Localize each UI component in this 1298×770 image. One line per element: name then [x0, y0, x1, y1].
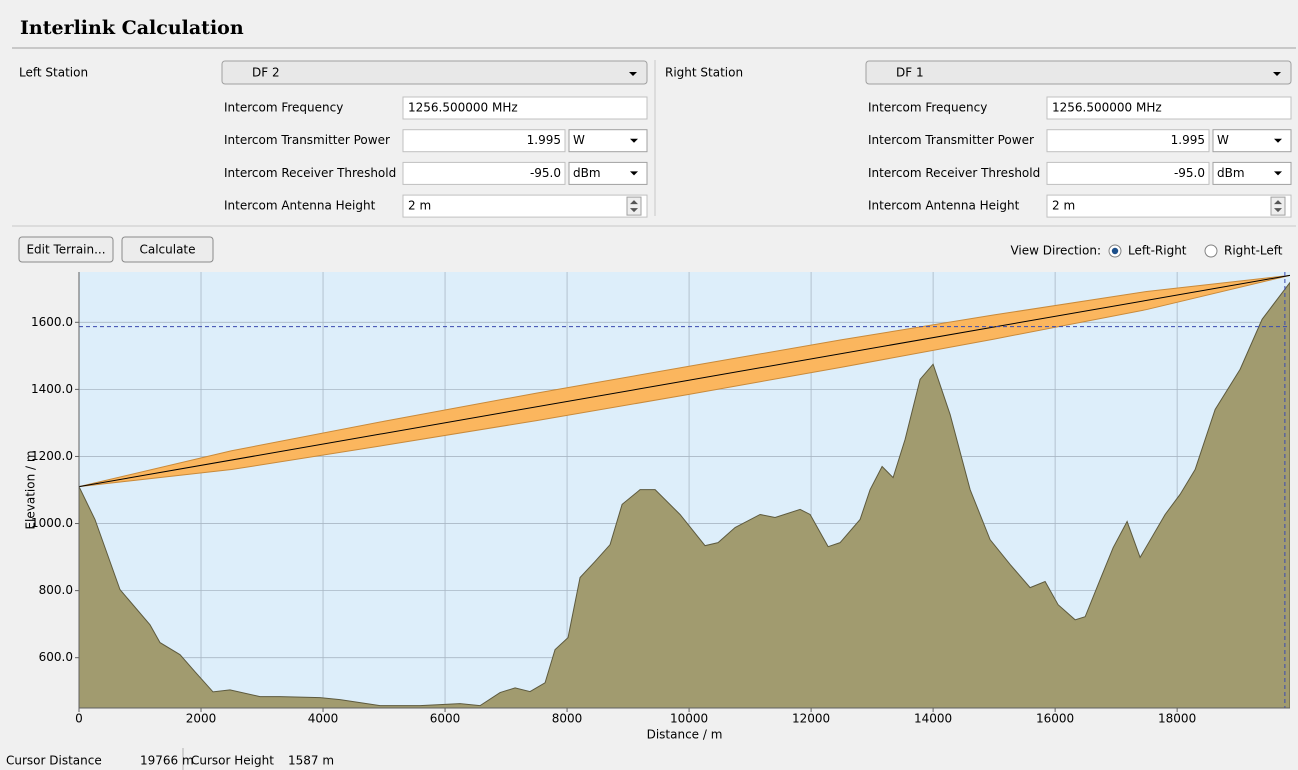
unit-value: dBm: [1217, 166, 1245, 180]
field-label: Intercom Antenna Height: [224, 199, 376, 213]
field-input[interactable]: [402, 129, 566, 153]
x-tick-label: 10000: [670, 712, 708, 726]
x-axis-label: Distance / m: [647, 728, 723, 742]
radio-label: Right-Left: [1224, 244, 1283, 258]
field-value: 1.995: [527, 133, 561, 147]
unit-value: W: [1217, 133, 1229, 147]
radio-button[interactable]: [1204, 244, 1218, 258]
radio-label: Left-Right: [1128, 244, 1187, 258]
spinner[interactable]: [626, 196, 642, 216]
button-label: Calculate: [139, 243, 195, 257]
field-label: Intercom Frequency: [224, 101, 343, 115]
field-value: 1256.500000 MHz: [408, 101, 518, 115]
plot-area: [79, 272, 1290, 708]
dropdown-arrow: [629, 72, 637, 76]
field-label: Intercom Antenna Height: [868, 199, 1020, 213]
field-value: -95.0: [530, 166, 561, 180]
link-line: [79, 274, 1290, 488]
y-tick-label: 800.0: [39, 583, 73, 597]
dropdown-arrow: [630, 171, 638, 176]
field-input[interactable]: [1046, 161, 1210, 185]
x-tick-label: 0: [75, 712, 83, 726]
radio-dot: [1111, 247, 1119, 255]
station-label: Right Station: [665, 66, 743, 80]
field-label: Intercom Frequency: [868, 101, 987, 115]
dropdown-arrow: [1274, 138, 1282, 143]
field-label: Intercom Transmitter Power: [868, 133, 1034, 147]
button-label: Edit Terrain...: [26, 243, 105, 257]
status-label: Cursor Height: [191, 754, 274, 768]
x-tick-label: 6000: [430, 712, 461, 726]
field-input[interactable]: [1046, 96, 1292, 120]
x-tick-label: 14000: [914, 712, 952, 726]
y-tick-label: 600.0: [39, 650, 73, 664]
y-tick-label: 1400.0: [31, 382, 73, 396]
view-direction-label: View Direction:: [1010, 244, 1101, 258]
station-value: DF 1: [896, 66, 924, 80]
station-label: Left Station: [19, 66, 88, 80]
field-value: 1256.500000 MHz: [1052, 101, 1162, 115]
unit-dropdown[interactable]: [568, 129, 648, 153]
x-tick-label: 2000: [186, 712, 217, 726]
x-tick-label: 8000: [552, 712, 583, 726]
field-input[interactable]: [1046, 194, 1292, 218]
y-axis-label: Elevation / m: [24, 450, 38, 529]
dropdown-arrow: [1273, 72, 1281, 76]
unit-dropdown[interactable]: [1212, 129, 1292, 153]
spinner-arrows: [630, 200, 638, 213]
field-value: 1.995: [1171, 133, 1205, 147]
x-tick-label: 4000: [308, 712, 339, 726]
field-label: Intercom Transmitter Power: [224, 133, 390, 147]
unit-value: dBm: [573, 166, 601, 180]
button[interactable]: [18, 236, 114, 263]
field-input[interactable]: [402, 194, 648, 218]
status-label: Cursor Distance: [6, 754, 102, 768]
button[interactable]: [121, 236, 214, 263]
status-value: 19766 m: [140, 754, 194, 768]
field-value: 2 m: [408, 199, 431, 213]
terrain-area: [79, 281, 1290, 708]
field-input[interactable]: [1046, 129, 1210, 153]
unit-dropdown[interactable]: [1212, 161, 1292, 185]
unit-dropdown[interactable]: [568, 161, 648, 185]
field-value: 2 m: [1052, 199, 1075, 213]
dropdown-arrow: [630, 138, 638, 143]
x-tick-label: 12000: [792, 712, 830, 726]
unit-value: W: [573, 133, 585, 147]
station-dropdown[interactable]: [865, 60, 1292, 85]
status-value: 1587 m: [288, 754, 334, 768]
dropdown-arrow: [1274, 171, 1282, 176]
field-input[interactable]: [402, 161, 566, 185]
field-label: Intercom Receiver Threshold: [224, 166, 396, 180]
station-dropdown[interactable]: [221, 60, 648, 85]
field-label: Intercom Receiver Threshold: [868, 166, 1040, 180]
window-title: Interlink Calculation: [20, 17, 244, 39]
station-value: DF 2: [252, 66, 280, 80]
x-tick-label: 16000: [1036, 712, 1074, 726]
y-tick-label: 1600.0: [31, 315, 73, 329]
y-tick-label: 1000.0: [31, 516, 73, 530]
x-tick-label: 18000: [1158, 712, 1196, 726]
y-tick-label: 1200.0: [31, 449, 73, 463]
field-input[interactable]: [402, 96, 648, 120]
spinner[interactable]: [1270, 196, 1286, 216]
spinner-arrows: [1274, 200, 1282, 213]
field-value: -95.0: [1174, 166, 1205, 180]
